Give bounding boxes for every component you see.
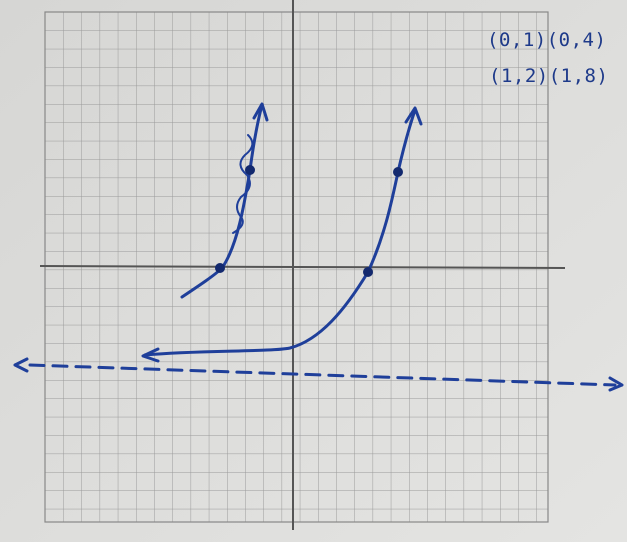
- annotation: (0,1)(0,4): [487, 29, 606, 51]
- point: [393, 167, 403, 177]
- photo: (0,1)(0,4) (1,2)(1,8): [0, 0, 627, 542]
- point: [215, 263, 225, 273]
- point: [363, 267, 373, 277]
- annotation: (1,2)(1,8): [489, 65, 608, 87]
- point: [245, 165, 255, 175]
